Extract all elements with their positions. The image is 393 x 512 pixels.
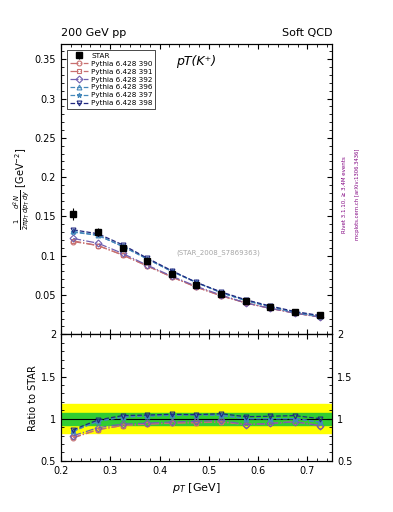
Pythia 6.428 396 xyxy=(120,243,125,249)
Pythia 6.428 396 xyxy=(268,304,273,310)
Pythia 6.428 398 xyxy=(120,242,125,248)
Pythia 6.428 398 xyxy=(243,296,248,303)
Text: pT(K⁺): pT(K⁺) xyxy=(176,55,217,68)
Pythia 6.428 397 xyxy=(293,309,298,315)
Pythia 6.428 390 xyxy=(268,305,273,311)
Pythia 6.428 392 xyxy=(268,305,273,311)
Pythia 6.428 396 xyxy=(194,280,199,286)
Pythia 6.428 398 xyxy=(318,312,322,318)
Pythia 6.428 398 xyxy=(268,303,273,309)
Pythia 6.428 397 xyxy=(169,268,174,274)
Pythia 6.428 396 xyxy=(169,268,174,274)
Pythia 6.428 390 xyxy=(169,274,174,280)
Legend: STAR, Pythia 6.428 390, Pythia 6.428 391, Pythia 6.428 392, Pythia 6.428 396, Py: STAR, Pythia 6.428 390, Pythia 6.428 391… xyxy=(67,50,156,109)
Pythia 6.428 392 xyxy=(145,262,150,268)
Pythia 6.428 392 xyxy=(318,314,322,320)
Pythia 6.428 392 xyxy=(293,310,298,316)
Pythia 6.428 390 xyxy=(120,252,125,258)
Pythia 6.428 398 xyxy=(71,227,75,233)
Text: Soft QCD: Soft QCD xyxy=(282,28,332,38)
Y-axis label: $\frac{1}{2\pi p_T}\frac{d^2N}{dp_T\,dy}$ [GeV$^{-2}$]: $\frac{1}{2\pi p_T}\frac{d^2N}{dp_T\,dy}… xyxy=(11,148,32,230)
Pythia 6.428 397 xyxy=(194,280,199,286)
Pythia 6.428 390 xyxy=(95,243,100,249)
Pythia 6.428 397 xyxy=(95,232,100,239)
Text: (STAR_2008_S7869363): (STAR_2008_S7869363) xyxy=(176,249,260,257)
Pythia 6.428 392 xyxy=(194,283,199,289)
Pythia 6.428 390 xyxy=(293,310,298,316)
Pythia 6.428 396 xyxy=(71,228,75,234)
Pythia 6.428 398 xyxy=(219,289,224,295)
Pythia 6.428 396 xyxy=(219,290,224,296)
Pythia 6.428 398 xyxy=(169,268,174,274)
Line: Pythia 6.428 392: Pythia 6.428 392 xyxy=(71,236,322,319)
Pythia 6.428 397 xyxy=(243,297,248,304)
Y-axis label: Ratio to STAR: Ratio to STAR xyxy=(28,365,38,431)
Pythia 6.428 398 xyxy=(95,231,100,237)
Pythia 6.428 392 xyxy=(95,240,100,246)
Pythia 6.428 390 xyxy=(219,293,224,299)
Pythia 6.428 391 xyxy=(145,263,150,269)
Pythia 6.428 397 xyxy=(268,304,273,310)
Pythia 6.428 398 xyxy=(145,255,150,261)
Pythia 6.428 390 xyxy=(145,263,150,269)
Text: mcplots.cern.ch [arXiv:1306.3436]: mcplots.cern.ch [arXiv:1306.3436] xyxy=(355,149,360,240)
Line: Pythia 6.428 396: Pythia 6.428 396 xyxy=(71,229,322,318)
Text: 200 GeV pp: 200 GeV pp xyxy=(61,28,126,38)
Pythia 6.428 396 xyxy=(145,256,150,262)
Line: Pythia 6.428 398: Pythia 6.428 398 xyxy=(71,227,322,318)
Pythia 6.428 391 xyxy=(243,300,248,306)
Pythia 6.428 391 xyxy=(169,274,174,280)
Pythia 6.428 397 xyxy=(318,313,322,319)
Pythia 6.428 398 xyxy=(194,280,199,286)
Pythia 6.428 397 xyxy=(71,229,75,235)
Pythia 6.428 391 xyxy=(219,293,224,299)
Pythia 6.428 396 xyxy=(243,297,248,304)
Pythia 6.428 396 xyxy=(293,309,298,315)
Pythia 6.428 397 xyxy=(145,256,150,262)
Pythia 6.428 397 xyxy=(219,290,224,296)
Pythia 6.428 391 xyxy=(194,284,199,290)
Pythia 6.428 396 xyxy=(318,313,322,319)
Pythia 6.428 391 xyxy=(120,252,125,258)
Pythia 6.428 392 xyxy=(169,273,174,279)
Pythia 6.428 391 xyxy=(318,314,322,320)
Pythia 6.428 391 xyxy=(293,310,298,316)
Pythia 6.428 391 xyxy=(268,305,273,311)
Pythia 6.428 392 xyxy=(243,300,248,306)
Pythia 6.428 398 xyxy=(293,309,298,315)
Line: Pythia 6.428 397: Pythia 6.428 397 xyxy=(71,230,322,318)
Line: Pythia 6.428 390: Pythia 6.428 390 xyxy=(71,239,322,319)
Text: Rivet 3.1.10, ≥ 3.4M events: Rivet 3.1.10, ≥ 3.4M events xyxy=(342,156,346,233)
Pythia 6.428 392 xyxy=(219,292,224,298)
Line: Pythia 6.428 391: Pythia 6.428 391 xyxy=(71,239,322,319)
Pythia 6.428 397 xyxy=(120,243,125,249)
Pythia 6.428 391 xyxy=(95,243,100,249)
Pythia 6.428 396 xyxy=(95,232,100,239)
Pythia 6.428 390 xyxy=(243,300,248,306)
Pythia 6.428 390 xyxy=(71,239,75,245)
Pythia 6.428 391 xyxy=(71,238,75,244)
X-axis label: $p_T$ [GeV]: $p_T$ [GeV] xyxy=(172,481,221,495)
Pythia 6.428 392 xyxy=(120,250,125,257)
Pythia 6.428 390 xyxy=(318,314,322,320)
Pythia 6.428 392 xyxy=(71,236,75,242)
Pythia 6.428 390 xyxy=(194,284,199,290)
